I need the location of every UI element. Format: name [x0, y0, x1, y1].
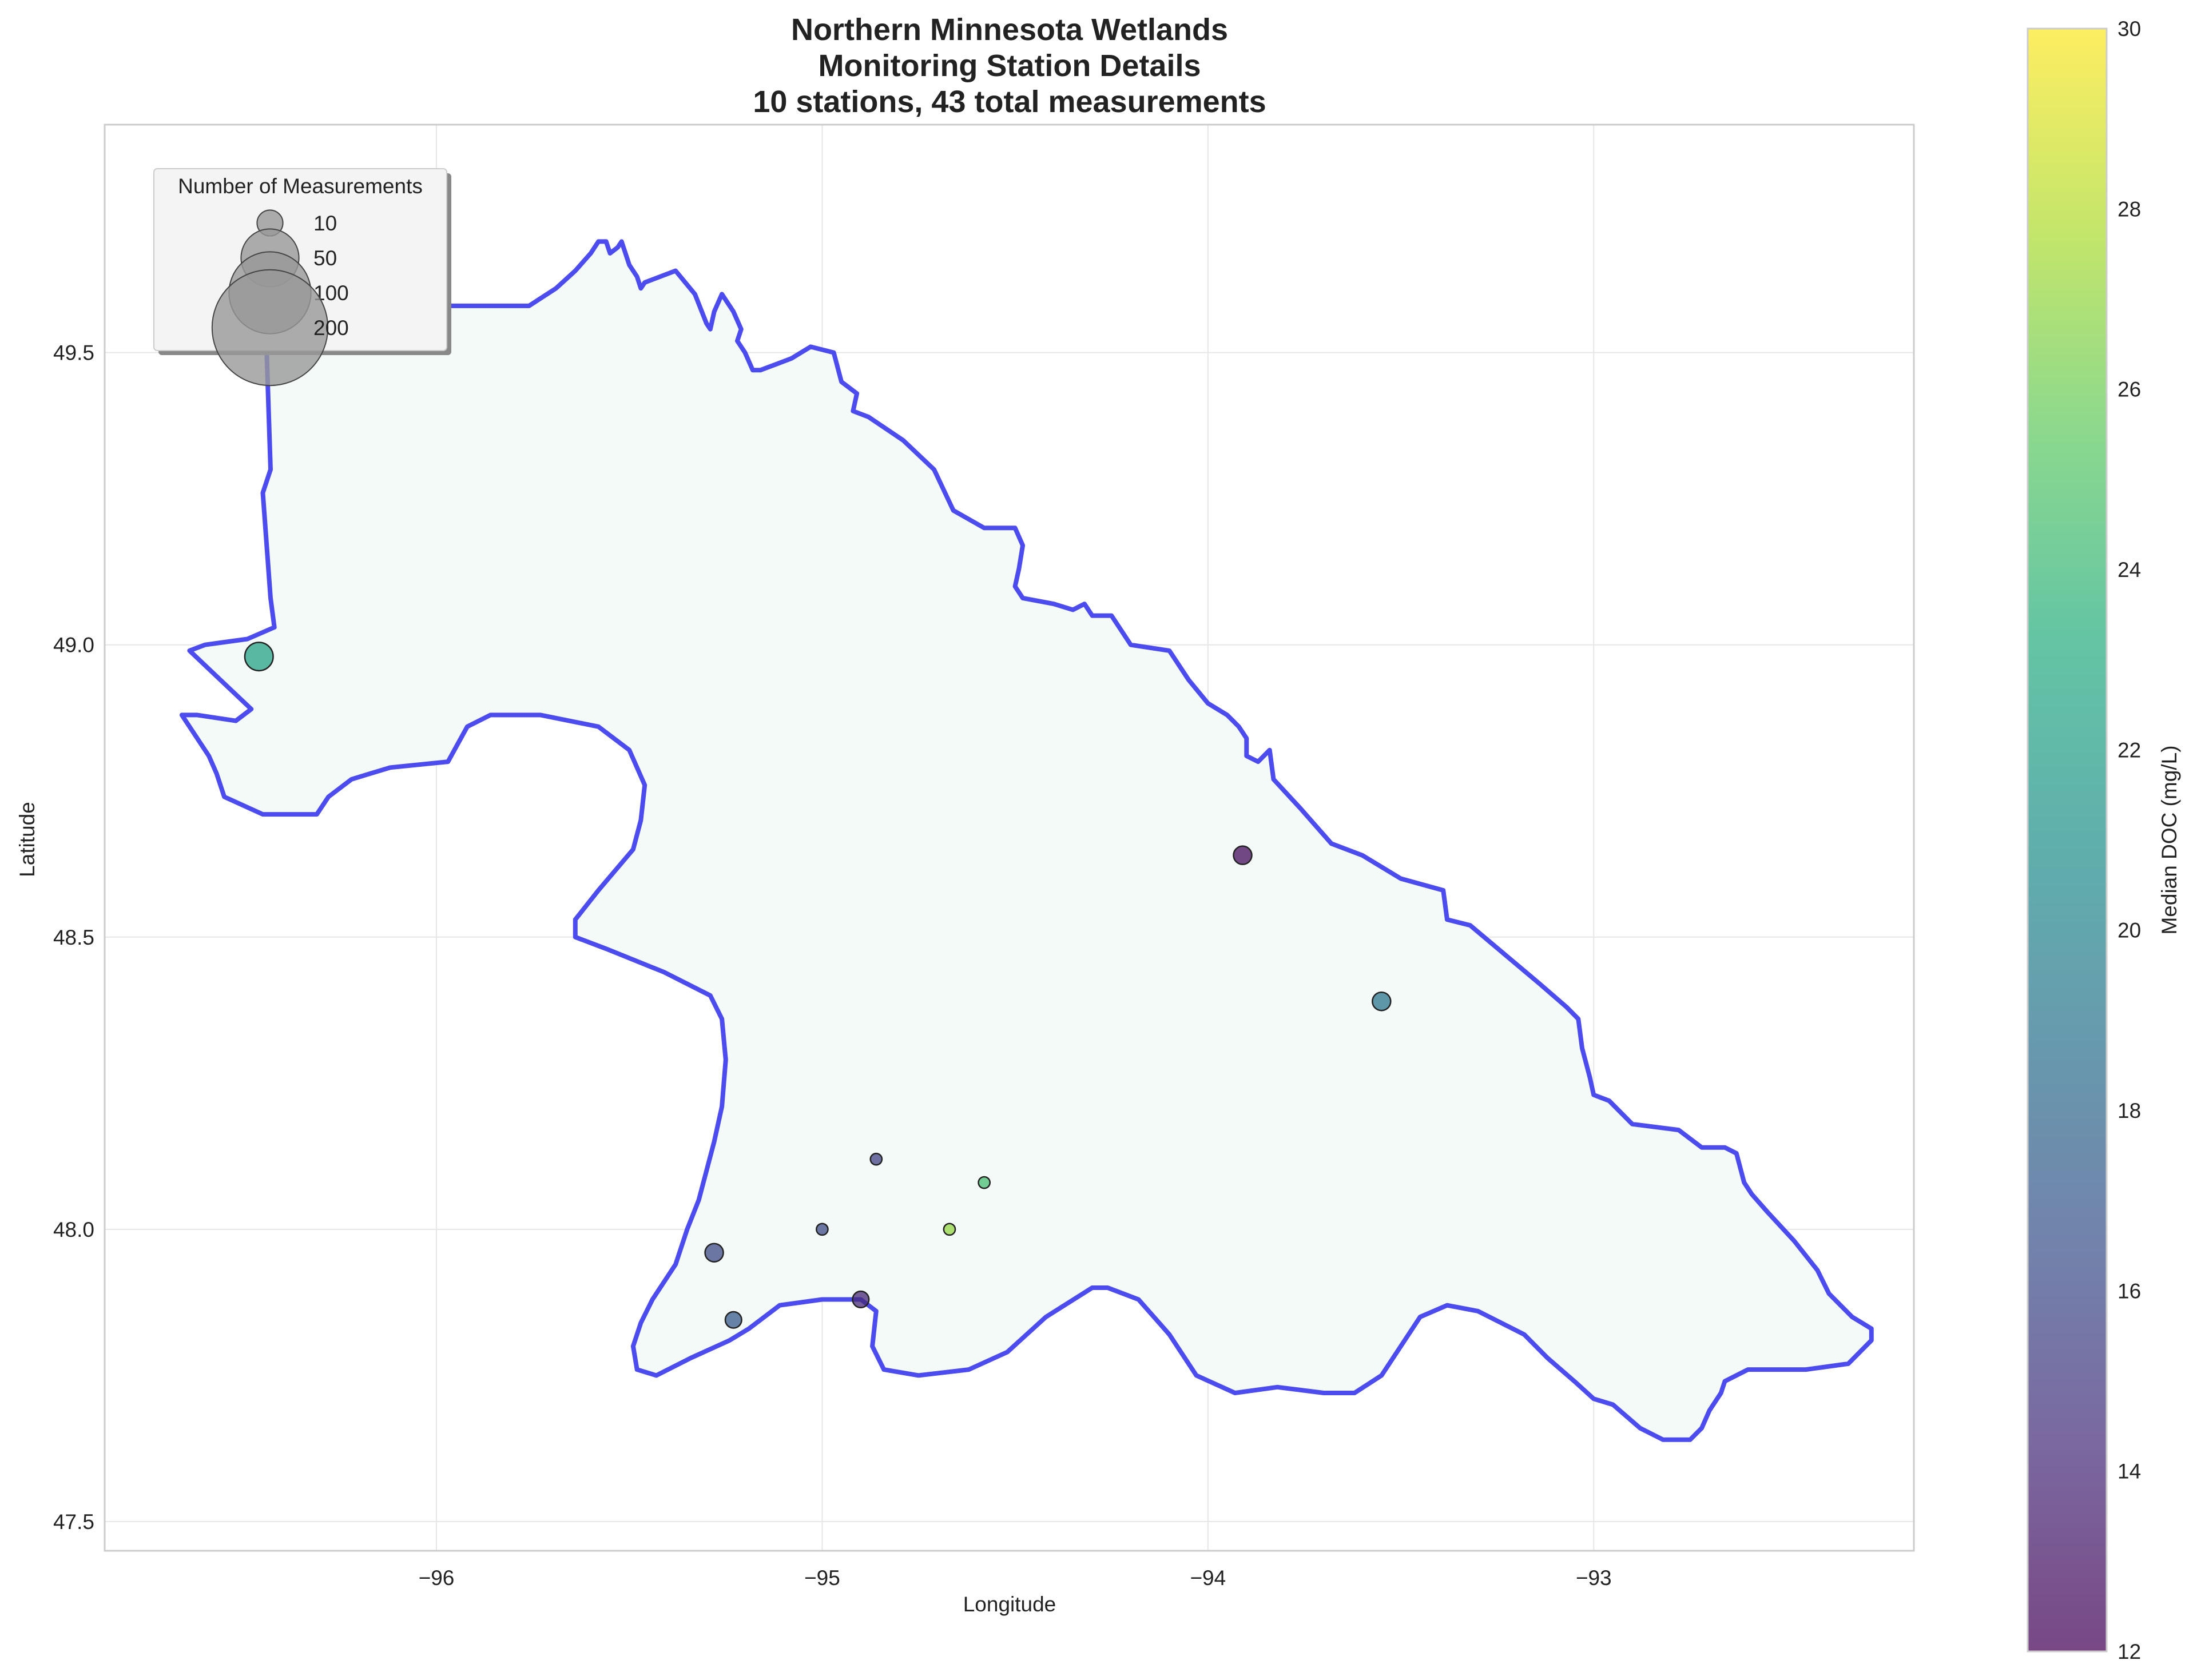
x-axis-label: Longitude — [963, 1593, 1056, 1616]
watershed-boundary — [179, 239, 1874, 1442]
chart-title: Northern Minnesota Wetlands Monitoring S… — [753, 13, 1266, 119]
colorbar: 12 14 16 18 20 22 24 26 28 30 Median DOC (mg/L) — [2027, 17, 2181, 1663]
colorbar-tick-label: 28 — [2117, 197, 2141, 221]
title-line-3: 10 stations, 43 total measurements — [753, 85, 1266, 119]
y-tick-label: 47.5 — [53, 1510, 94, 1534]
size-legend-marker — [211, 269, 329, 387]
colorbar-ticks: 12 14 16 18 20 22 24 26 28 30 — [2117, 17, 2141, 1663]
colorbar-tick-label: 26 — [2117, 378, 2141, 401]
station-marker — [1233, 845, 1253, 865]
y-axis-ticks: 47.5 48.0 48.5 49.0 49.5 — [53, 341, 94, 1534]
x-tick-label: −94 — [1190, 1566, 1226, 1590]
colorbar-tick-label: 14 — [2117, 1460, 2141, 1483]
x-axis-ticks: −96 −95 −94 −93 — [419, 1566, 1612, 1590]
colorbar-tick-label: 12 — [2117, 1640, 2141, 1663]
station-marker — [978, 1176, 991, 1189]
size-legend-title: Number of Measurements — [178, 174, 423, 198]
y-tick-label: 48.0 — [53, 1218, 94, 1241]
x-tick-label: −95 — [804, 1566, 840, 1590]
station-marker — [852, 1290, 870, 1309]
x-tick-label: −93 — [1576, 1566, 1612, 1590]
y-tick-label: 49.0 — [53, 634, 94, 657]
title-line-2: Monitoring Station Details — [819, 49, 1201, 83]
y-tick-label: 49.5 — [53, 341, 94, 365]
x-tick-label: −96 — [419, 1566, 455, 1590]
colorbar-tick-label: 20 — [2117, 919, 2141, 942]
y-tick-label: 48.5 — [53, 926, 94, 949]
colorbar-tick-label: 30 — [2117, 17, 2141, 41]
size-legend-label: 50 — [313, 246, 337, 270]
colorbar-tick-label: 24 — [2117, 558, 2141, 582]
size-legend-label: 200 — [313, 316, 349, 340]
plot-frame — [104, 124, 1915, 1552]
colorbar-gradient — [2028, 29, 2107, 1651]
station-marker — [244, 642, 274, 672]
station-marker — [704, 1243, 724, 1263]
title-line-1: Northern Minnesota Wetlands — [791, 13, 1228, 47]
colorbar-tick-label: 22 — [2117, 738, 2141, 762]
stations — [244, 642, 1392, 1329]
y-axis-label: Latitude — [15, 802, 39, 877]
station-marker — [724, 1311, 742, 1329]
station-marker — [869, 1152, 883, 1166]
colorbar-label: Median DOC (mg/L) — [2158, 745, 2181, 934]
size-legend-label: 10 — [313, 212, 337, 235]
colorbar-frame — [2027, 27, 2108, 1653]
station-marker — [1372, 991, 1392, 1012]
colorbar-tick-label: 18 — [2117, 1099, 2141, 1122]
station-marker — [943, 1223, 956, 1236]
colorbar-tick-label: 16 — [2117, 1279, 2141, 1303]
station-marker — [816, 1223, 829, 1236]
